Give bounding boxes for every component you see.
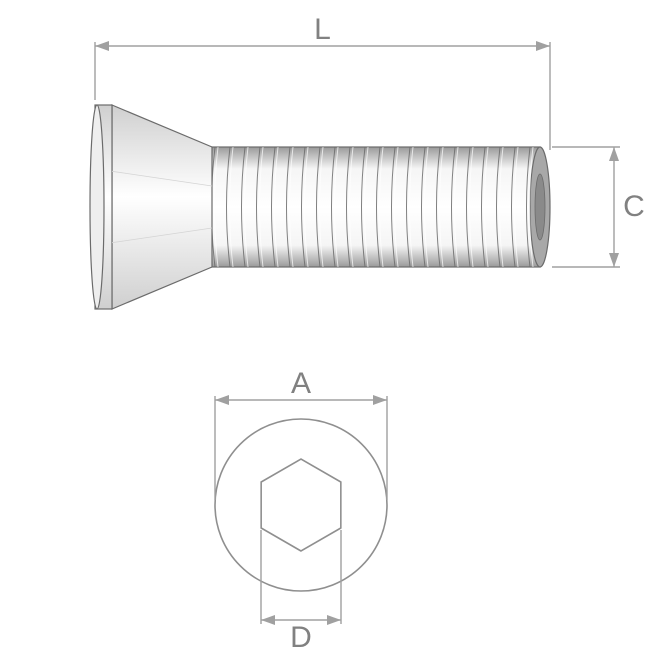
- screw-front-view: [215, 419, 387, 591]
- diagram-canvas: L C A D: [0, 0, 670, 670]
- dim-label-C: C: [623, 190, 645, 224]
- diagram-svg: [0, 0, 670, 670]
- dim-label-A: A: [291, 367, 311, 401]
- dim-label-L: L: [314, 13, 331, 47]
- screw-side-view: [90, 105, 550, 309]
- dim-label-D: D: [290, 621, 312, 655]
